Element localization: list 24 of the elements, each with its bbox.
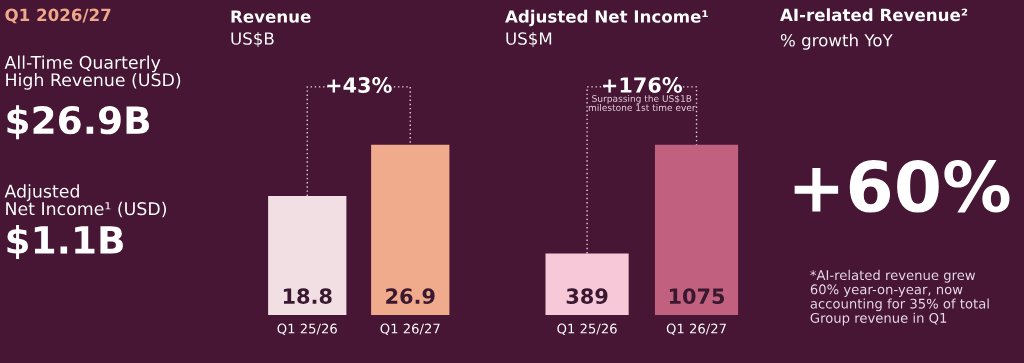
chart-subtitle: US$B [231, 31, 274, 48]
chart-title: Adjusted Net Income¹ [505, 9, 708, 27]
text: $1.1B [7, 225, 123, 260]
text: +60% [794, 160, 1010, 213]
text: Q1 2026/27 [5, 8, 111, 24]
text: Surpassing the US$1B milestone 1st time ever [588, 94, 696, 112]
x-tick-label: Q1 25/26 [557, 323, 617, 336]
text: AI-related Revenue² [780, 8, 968, 22]
data-label: 389 [566, 288, 608, 305]
chart-title: Revenue [231, 10, 311, 23]
text: $26.9B [7, 105, 150, 140]
x-tick-label: Q1 25/26 [277, 323, 337, 336]
data-label: 1075 [669, 288, 725, 305]
x-tick-label: Q1 26/27 [666, 323, 726, 336]
data-label: 18.8 [283, 288, 332, 305]
text: % growth YoY [780, 33, 893, 50]
text: +43% [327, 77, 392, 93]
text: All-Time Quarterly High Revenue (USD) [4, 55, 181, 90]
text: *AI-related revenue grew 60% year-on-year, now accounting for 35% of total Group revenue in Q1 [810, 269, 989, 326]
chart-subtitle: US$M [506, 31, 552, 48]
data-label: 26.9 [386, 288, 435, 305]
x-tick-label: Q1 26/27 [380, 323, 440, 336]
text: Adjusted Net Income¹ (USD) [4, 184, 167, 218]
text: +176% [603, 77, 683, 93]
